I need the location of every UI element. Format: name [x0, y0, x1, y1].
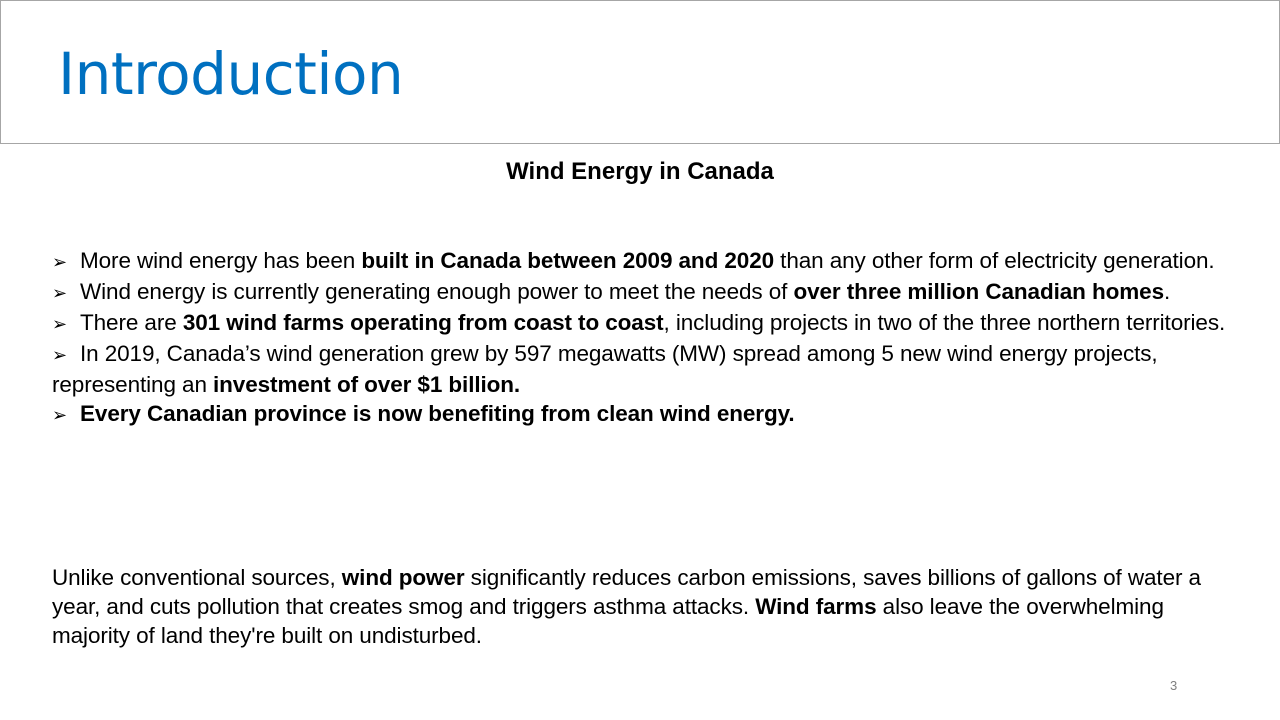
title-bar: Introduction — [0, 0, 1280, 144]
paragraph-bold-text: Wind farms — [755, 594, 877, 619]
bullet-item: ➢ Every Canadian province is now benefiti… — [52, 399, 1232, 430]
arrow-bullet-icon: ➢ — [52, 283, 67, 303]
bullet-text: There are — [80, 310, 183, 335]
paragraph-bold-text: wind power — [341, 565, 465, 590]
bullet-bold-text: built in Canada between 2009 and 2020 — [361, 248, 775, 273]
arrow-bullet-icon: ➢ — [52, 405, 67, 425]
bullet-text: In 2019, Canada’s wind generation grew b… — [52, 341, 1158, 397]
bullet-item: ➢ Wind energy is currently generating eno… — [52, 277, 1232, 308]
paragraph-text: significantly reduces carbon emissions, … — [52, 565, 1201, 619]
bullet-bold-text: Every Canadian province is now benefitin… — [80, 401, 795, 426]
arrow-bullet-icon: ➢ — [52, 314, 67, 334]
summary-paragraph: Unlike conventional sources, wind power … — [52, 563, 1232, 650]
bullet-bold-text: over three million Canadian homes — [793, 279, 1164, 304]
bullet-text: , including projects in two of the three… — [663, 310, 1226, 335]
bullet-item: ➢ More wind energy has been built in Cana… — [52, 246, 1232, 277]
bullet-text: More wind energy has been — [80, 248, 362, 273]
bullet-bold-text: 301 wind farms operating from coast to c… — [182, 310, 664, 335]
bullet-text: . — [1163, 279, 1171, 304]
page-number: 3 — [1170, 678, 1178, 693]
bullet-item: ➢ There are 301 wind farms operating from… — [52, 308, 1232, 339]
bullet-list: ➢ More wind energy has been built in Cana… — [52, 246, 1232, 430]
bullet-bold-text: investment of over $1 billion. — [213, 372, 521, 397]
slide-title: Introduction — [58, 40, 404, 108]
slide-subtitle: Wind Energy in Canada — [506, 158, 774, 185]
paragraph-text: Unlike conventional sources, — [52, 565, 342, 590]
paragraph-text: also leave the overwhelming majority of … — [52, 594, 1164, 648]
arrow-bullet-icon: ➢ — [52, 252, 67, 272]
bullet-item: ➢ In 2019, Canada’s wind generation grew … — [52, 339, 1232, 399]
bullet-text: than any other form of electricity gener… — [774, 248, 1215, 273]
bullet-text: Wind energy is currently generating enou… — [80, 279, 794, 304]
arrow-bullet-icon: ➢ — [52, 345, 67, 365]
